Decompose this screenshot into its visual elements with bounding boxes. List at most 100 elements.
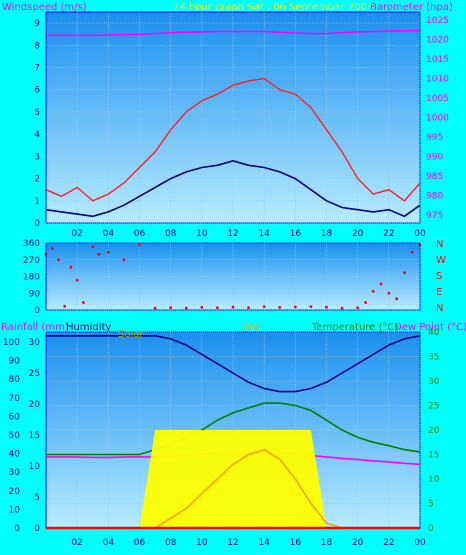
direction-point — [278, 305, 282, 309]
wind-x-tick-label: 04 — [103, 229, 115, 239]
temperature-y-tick-label: 5 — [428, 500, 434, 510]
direction-point — [200, 305, 204, 309]
wind-y-tick-label: 3 — [34, 152, 40, 162]
compass-e: E — [436, 287, 442, 298]
temperature-y-tick-label: 20 — [428, 426, 440, 436]
rainfall-y-tick-label: 20 — [9, 487, 21, 497]
uv-title: UV — [245, 322, 259, 333]
direction-point — [403, 271, 406, 275]
climate-x-tick-label: 08 — [165, 538, 177, 548]
barometer-y-tick-label: 1000 — [426, 114, 449, 124]
climate-x-tick-label: 04 — [103, 538, 115, 548]
direction-point — [50, 247, 54, 250]
direction-point — [387, 291, 391, 295]
wind-y-tick-label: 0 — [34, 219, 40, 229]
wind-x-tick-label: 08 — [165, 229, 177, 239]
wind-series-barometer — [46, 29, 421, 37]
direction-y-tick-label: 360 — [23, 239, 40, 249]
climate-x-tick-label: 12 — [227, 538, 238, 548]
climate-series-solar — [46, 430, 420, 528]
barometer-y-tick-label: 980 — [426, 192, 443, 202]
rainfall-y-tick-label: 90 — [9, 357, 21, 367]
barometer-y-tick-label: 1025 — [426, 16, 449, 26]
temperature-y-tick-label: 35 — [428, 353, 439, 363]
rainfall-title: Rainfall (mm) — [1, 322, 69, 333]
rainfall-y-tick-label: 80 — [9, 375, 21, 385]
wind-plot-area — [45, 11, 421, 224]
rainfall-y-tick-label: 10 — [9, 505, 21, 515]
wind-x-tick-label: 00 — [414, 229, 426, 239]
humidity-y-tick-label: 15 — [29, 431, 40, 441]
direction-point — [44, 252, 48, 256]
wind-x-tick-label: 10 — [196, 229, 208, 239]
wind-series-average — [45, 159, 421, 218]
series-layer — [44, 29, 422, 530]
direction-point — [364, 301, 367, 304]
direction-point — [231, 305, 235, 309]
temperature-y-tick-label: 10 — [428, 475, 440, 485]
direction-point — [63, 304, 67, 308]
wind-y-tick-label: 2 — [34, 175, 40, 185]
direction-point — [153, 306, 157, 310]
climate-series-humidity — [46, 335, 421, 393]
direction-point — [57, 258, 60, 262]
climate-x-tick-label: 02 — [71, 538, 82, 548]
graph-title: 24 hour graph Sat., 06 September 2003 — [173, 2, 373, 13]
windspeed-title: Windspeed (m/s) — [2, 2, 87, 13]
direction-point — [262, 305, 266, 309]
wind-x-tick-label: 18 — [321, 229, 333, 239]
direction-point — [138, 243, 141, 247]
compass-n-bottom: N — [436, 303, 443, 314]
climate-x-tick-label: 00 — [414, 538, 426, 548]
wind-x-tick-label: 12 — [227, 229, 238, 239]
temperature-y-tick-label: 25 — [428, 402, 439, 412]
humidity-y-tick-label: 20 — [29, 400, 41, 410]
climate-x-tick-label: 06 — [134, 538, 146, 548]
direction-point — [418, 243, 422, 247]
direction-point — [247, 306, 250, 310]
direction-point — [82, 301, 85, 304]
barometer-y-tick-label: 1015 — [426, 55, 449, 65]
direction-y-tick-label: 90 — [29, 289, 41, 299]
rainfall-y-tick-label: 100 — [3, 338, 20, 348]
climate-x-tick-label: 20 — [352, 538, 364, 548]
humidity-y-tick-label: 30 — [29, 338, 41, 348]
rainfall-y-tick-label: 70 — [9, 394, 21, 404]
solar-title: Solar — [118, 329, 144, 340]
barometer-y-tick-label: 1010 — [426, 74, 449, 84]
barometer-title: Barometer (hpa) — [370, 2, 453, 13]
temperature-y-tick-label: 40 — [428, 328, 440, 338]
climate-x-tick-label: 14 — [258, 538, 270, 548]
wind-y-tick-label: 1 — [34, 197, 40, 207]
wind-x-tick-label: 14 — [258, 229, 270, 239]
compass-s: S — [436, 271, 442, 282]
wind-x-tick-label: 22 — [383, 229, 394, 239]
temperature-y-tick-label: 30 — [428, 377, 440, 387]
direction-y-tick-label: 180 — [23, 273, 40, 283]
wind-x-tick-label: 02 — [71, 229, 82, 239]
compass-w: W — [436, 255, 446, 266]
rainfall-y-tick-label: 50 — [9, 431, 21, 441]
direction-point — [395, 297, 399, 301]
direction-point — [69, 265, 73, 269]
direction-point — [293, 305, 297, 309]
climate-x-tick-label: 18 — [321, 538, 333, 548]
direction-point — [216, 306, 219, 310]
direction-point — [371, 289, 375, 293]
humidity-y-tick-label: 0 — [34, 524, 40, 534]
direction-point — [184, 306, 188, 310]
wind-y-tick-label: 6 — [34, 86, 40, 96]
direction-point — [340, 306, 344, 310]
compass-n-top: N — [436, 239, 443, 250]
direction-point — [75, 278, 79, 282]
direction-point — [325, 305, 328, 309]
direction-point — [379, 282, 383, 286]
wind-y-tick-label: 9 — [34, 19, 40, 29]
temperature-y-tick-label: 0 — [428, 524, 434, 534]
barometer-y-tick-label: 975 — [426, 211, 443, 221]
climate-series-temperature — [46, 402, 421, 456]
direction-point — [169, 306, 173, 310]
barometer-y-tick-label: 1005 — [426, 94, 449, 104]
wind-y-tick-label: 7 — [34, 64, 40, 74]
direction-point — [410, 250, 414, 254]
